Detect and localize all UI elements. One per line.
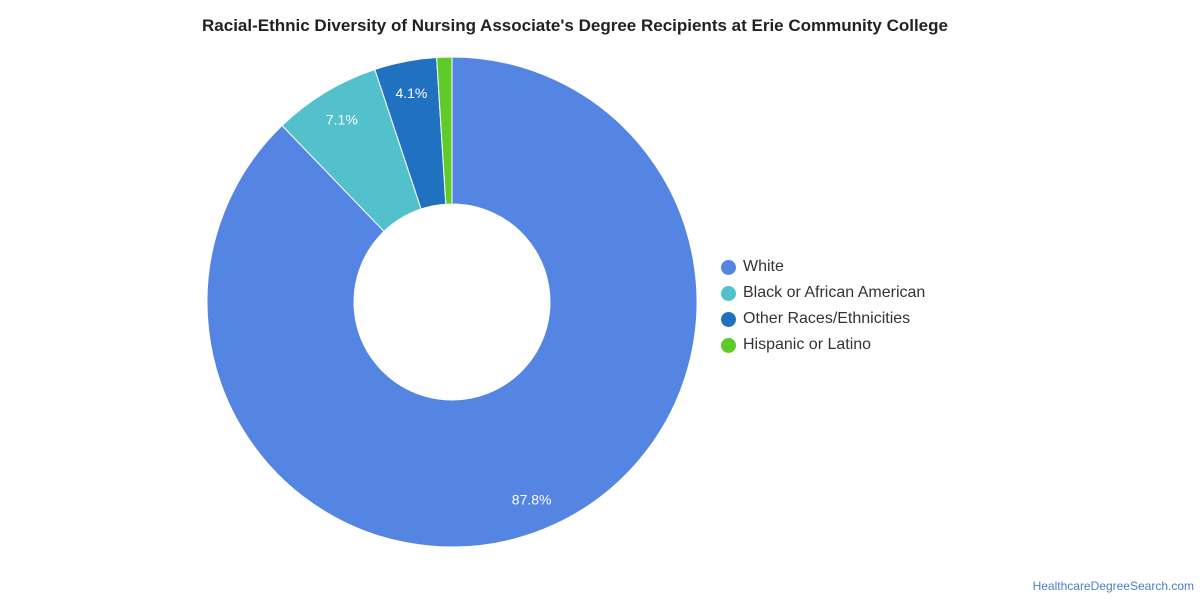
legend-label: Hispanic or Latino bbox=[743, 336, 872, 353]
legend-swatch bbox=[721, 285, 736, 301]
legend-item-white[interactable]: White bbox=[721, 254, 925, 280]
legend-item-hispanic-or-latino[interactable]: Hispanic or Latino bbox=[721, 332, 925, 358]
slice-label-other-races-ethnicities: 4.1% bbox=[395, 85, 427, 101]
slice-hispanic-or-latino[interactable] bbox=[436, 56, 453, 205]
legend-swatch bbox=[721, 311, 736, 327]
slice-label-white: 87.8% bbox=[512, 492, 552, 508]
slice-white[interactable] bbox=[206, 56, 698, 548]
legend-swatch bbox=[721, 259, 736, 275]
legend-swatch bbox=[721, 337, 736, 353]
legend-label: Other Races/Ethnicities bbox=[743, 310, 911, 327]
chart-title: Racial-Ethnic Diversity of Nursing Assoc… bbox=[202, 16, 948, 35]
legend-label: White bbox=[743, 258, 784, 275]
slice-label-black-or-african-american: 7.1% bbox=[326, 112, 358, 128]
source-link[interactable]: HealthcareDegreeSearch.com bbox=[1032, 579, 1194, 593]
legend-item-other-races-ethnicities[interactable]: Other Races/Ethnicities bbox=[721, 306, 925, 332]
legend-item-black-or-african-american[interactable]: Black or African American bbox=[721, 280, 925, 306]
chart-legend: White Black or African American Other Race… bbox=[721, 254, 925, 358]
legend-label: Black or African American bbox=[743, 284, 926, 301]
